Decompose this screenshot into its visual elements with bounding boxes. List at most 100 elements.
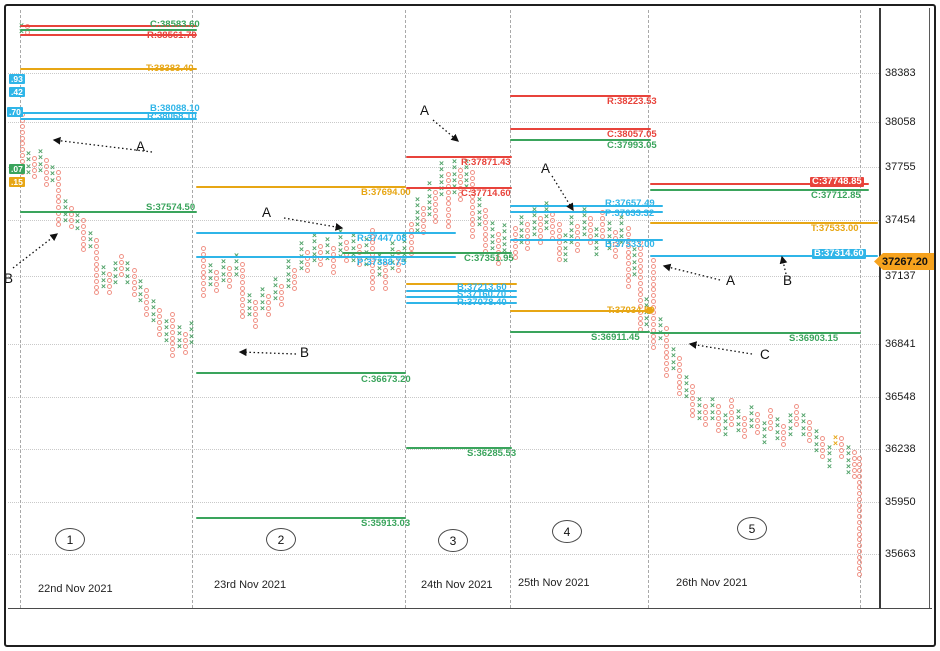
pnf-o-glyph — [857, 491, 862, 497]
pnf-x-glyph: × — [846, 460, 851, 471]
pnf-column: ××××× — [476, 195, 483, 229]
pnf-x-glyph: × — [312, 242, 317, 253]
pnf-o-glyph — [857, 496, 862, 502]
annotation-label: A — [726, 273, 736, 288]
pnf-x-glyph: × — [723, 422, 728, 433]
grid-line — [8, 167, 879, 168]
pnf-x-glyph: × — [50, 168, 55, 179]
pnf-o-glyph — [240, 273, 245, 279]
pnf-o-glyph — [240, 279, 245, 285]
pnf-o-glyph — [538, 233, 543, 239]
pnf-o-glyph — [638, 257, 643, 263]
pnf-x-glyph: × — [402, 242, 407, 253]
level-line — [20, 29, 197, 31]
chart-bottom-border — [8, 608, 932, 609]
pnf-o-glyph — [56, 170, 61, 176]
pnf-o-glyph — [56, 187, 61, 193]
pnf-o-glyph — [69, 206, 74, 212]
pnf-o-glyph — [132, 285, 137, 291]
pnf-x-glyph: × — [658, 327, 663, 336]
pnf-o-glyph — [638, 303, 643, 309]
pnf-o-glyph — [94, 278, 99, 284]
pnf-o-glyph — [857, 537, 862, 543]
pnf-column: ××××× — [543, 199, 550, 233]
pnf-o-glyph — [56, 222, 61, 228]
pnf-x-glyph: × — [749, 420, 754, 431]
pnf-x-glyph: × — [788, 422, 793, 433]
pnf-x-glyph: × — [697, 394, 702, 404]
pnf-x-glyph: × — [723, 416, 728, 427]
pnf-o-glyph — [557, 257, 562, 263]
pnf-o-glyph — [157, 319, 162, 325]
pnf-x-glyph: × — [775, 414, 780, 424]
pnf-x-glyph: × — [50, 174, 55, 185]
pnf-o-glyph — [370, 286, 375, 292]
pnf-o-glyph — [664, 366, 669, 372]
pnf-o-glyph — [56, 205, 61, 211]
pnf-x-glyph: × — [801, 416, 806, 427]
annotation-label: B — [4, 271, 14, 286]
pnf-o-glyph — [857, 479, 862, 485]
level-label: S:35913.03 — [361, 518, 411, 529]
pnf-o-glyph — [651, 339, 656, 345]
pnf-o-glyph — [729, 404, 734, 410]
pnf-o-glyph — [201, 257, 206, 263]
pnf-column: ×××× — [220, 257, 227, 285]
pnf-x-glyph: × — [151, 314, 156, 325]
pnf-x-glyph: × — [208, 260, 213, 270]
pnf-o-glyph — [214, 276, 219, 282]
level-label: S:37574.50 — [146, 202, 196, 213]
pnf-o-glyph — [433, 207, 438, 213]
pnf-o-glyph — [94, 238, 99, 244]
pnf-o-glyph — [144, 299, 149, 305]
pnf-o-glyph — [755, 429, 760, 435]
level-line — [650, 255, 878, 257]
level-label: S:37160.70 — [457, 289, 507, 300]
pnf-x-glyph: × — [452, 156, 457, 166]
pnf-o-glyph — [458, 168, 463, 174]
pnf-o-glyph — [651, 281, 656, 287]
day-date-label: 26th Nov 2021 — [676, 577, 748, 589]
pnf-o-glyph — [240, 297, 245, 303]
annotation-label: A — [541, 161, 551, 176]
pnf-x-glyph: × — [260, 284, 265, 294]
pnf-o-glyph — [677, 356, 682, 362]
pnf-o-glyph — [370, 245, 375, 251]
pnf-o-glyph — [94, 273, 99, 279]
pnf-o-glyph — [651, 269, 656, 275]
pnf-x-glyph: × — [569, 218, 574, 229]
pnf-o-glyph — [214, 287, 219, 293]
pnf-o-glyph — [690, 384, 695, 390]
day-date-label: 22nd Nov 2021 — [38, 583, 113, 595]
pnf-x-glyph: × — [113, 258, 118, 268]
level-label: C:38583.60 — [150, 19, 200, 30]
pnf-x-glyph: × — [569, 230, 574, 241]
pnf-x-glyph: × — [164, 328, 169, 339]
level-line — [342, 252, 512, 254]
pnf-x-glyph: × — [814, 432, 819, 443]
pnf-column — [637, 240, 644, 333]
pnf-x-glyph: × — [658, 314, 663, 324]
pnf-o-glyph — [396, 267, 401, 273]
pnf-o-glyph — [240, 308, 245, 314]
pnf-x-glyph: × — [846, 467, 851, 478]
pnf-o-glyph — [807, 437, 812, 443]
axis-tick-label: 35663 — [885, 548, 916, 560]
pnf-column: ×××× — [233, 251, 240, 279]
pnf-o-glyph — [626, 243, 631, 249]
pnf-x-glyph: × — [814, 438, 819, 449]
pnf-o-glyph — [703, 410, 708, 416]
pnf-x-glyph: × — [736, 406, 741, 416]
pnf-o-glyph — [839, 447, 844, 453]
pnf-x-glyph: × — [671, 344, 676, 354]
pnf-x-glyph: × — [563, 242, 568, 253]
pnf-o-glyph — [446, 172, 451, 178]
pnf-o-glyph — [557, 251, 562, 257]
pnf-x-glyph: × — [749, 408, 754, 419]
pnf-o-glyph — [525, 233, 530, 239]
pnf-o-glyph — [525, 245, 530, 251]
pnf-o-glyph — [538, 227, 543, 233]
pnf-x-glyph: × — [619, 218, 624, 229]
pnf-o-glyph — [44, 158, 49, 164]
pnf-o-glyph — [214, 270, 219, 276]
